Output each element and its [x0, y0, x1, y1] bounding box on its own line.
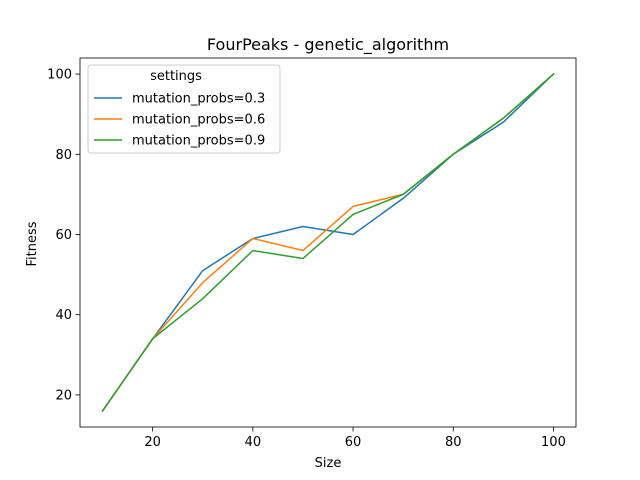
y-tick-label: 40	[55, 308, 72, 323]
axes-frame	[79, 57, 577, 428]
y-axis-label: Fitness	[25, 221, 40, 266]
y-tick-label: 60	[55, 228, 72, 243]
legend-box	[87, 64, 281, 154]
legend-entry-2: mutation_probs=0.6	[132, 113, 265, 128]
legend-title: settings	[150, 69, 202, 84]
x-tick-label: 20	[144, 435, 161, 450]
x-tick-label: 100	[541, 435, 566, 450]
y-tick-label: 80	[55, 148, 72, 163]
series-line-3	[101, 72, 555, 413]
chart-title: FourPeaks - genetic_algorithm	[207, 35, 449, 55]
x-tick-label: 40	[245, 435, 262, 450]
legend-entry-3: mutation_probs=0.9	[132, 134, 265, 149]
x-axis-label: Size	[315, 456, 342, 471]
series-line-1	[101, 72, 555, 413]
y-tick-label: 20	[55, 388, 72, 403]
y-tick-label: 100	[47, 68, 72, 83]
plot-area: 20 40 60 80 100 20 40 60 80 100 settings mutation_p…	[47, 57, 577, 450]
legend-entry-1: mutation_probs=0.3	[132, 92, 265, 107]
x-tick-label: 80	[445, 435, 462, 450]
x-tick-label: 60	[345, 435, 362, 450]
